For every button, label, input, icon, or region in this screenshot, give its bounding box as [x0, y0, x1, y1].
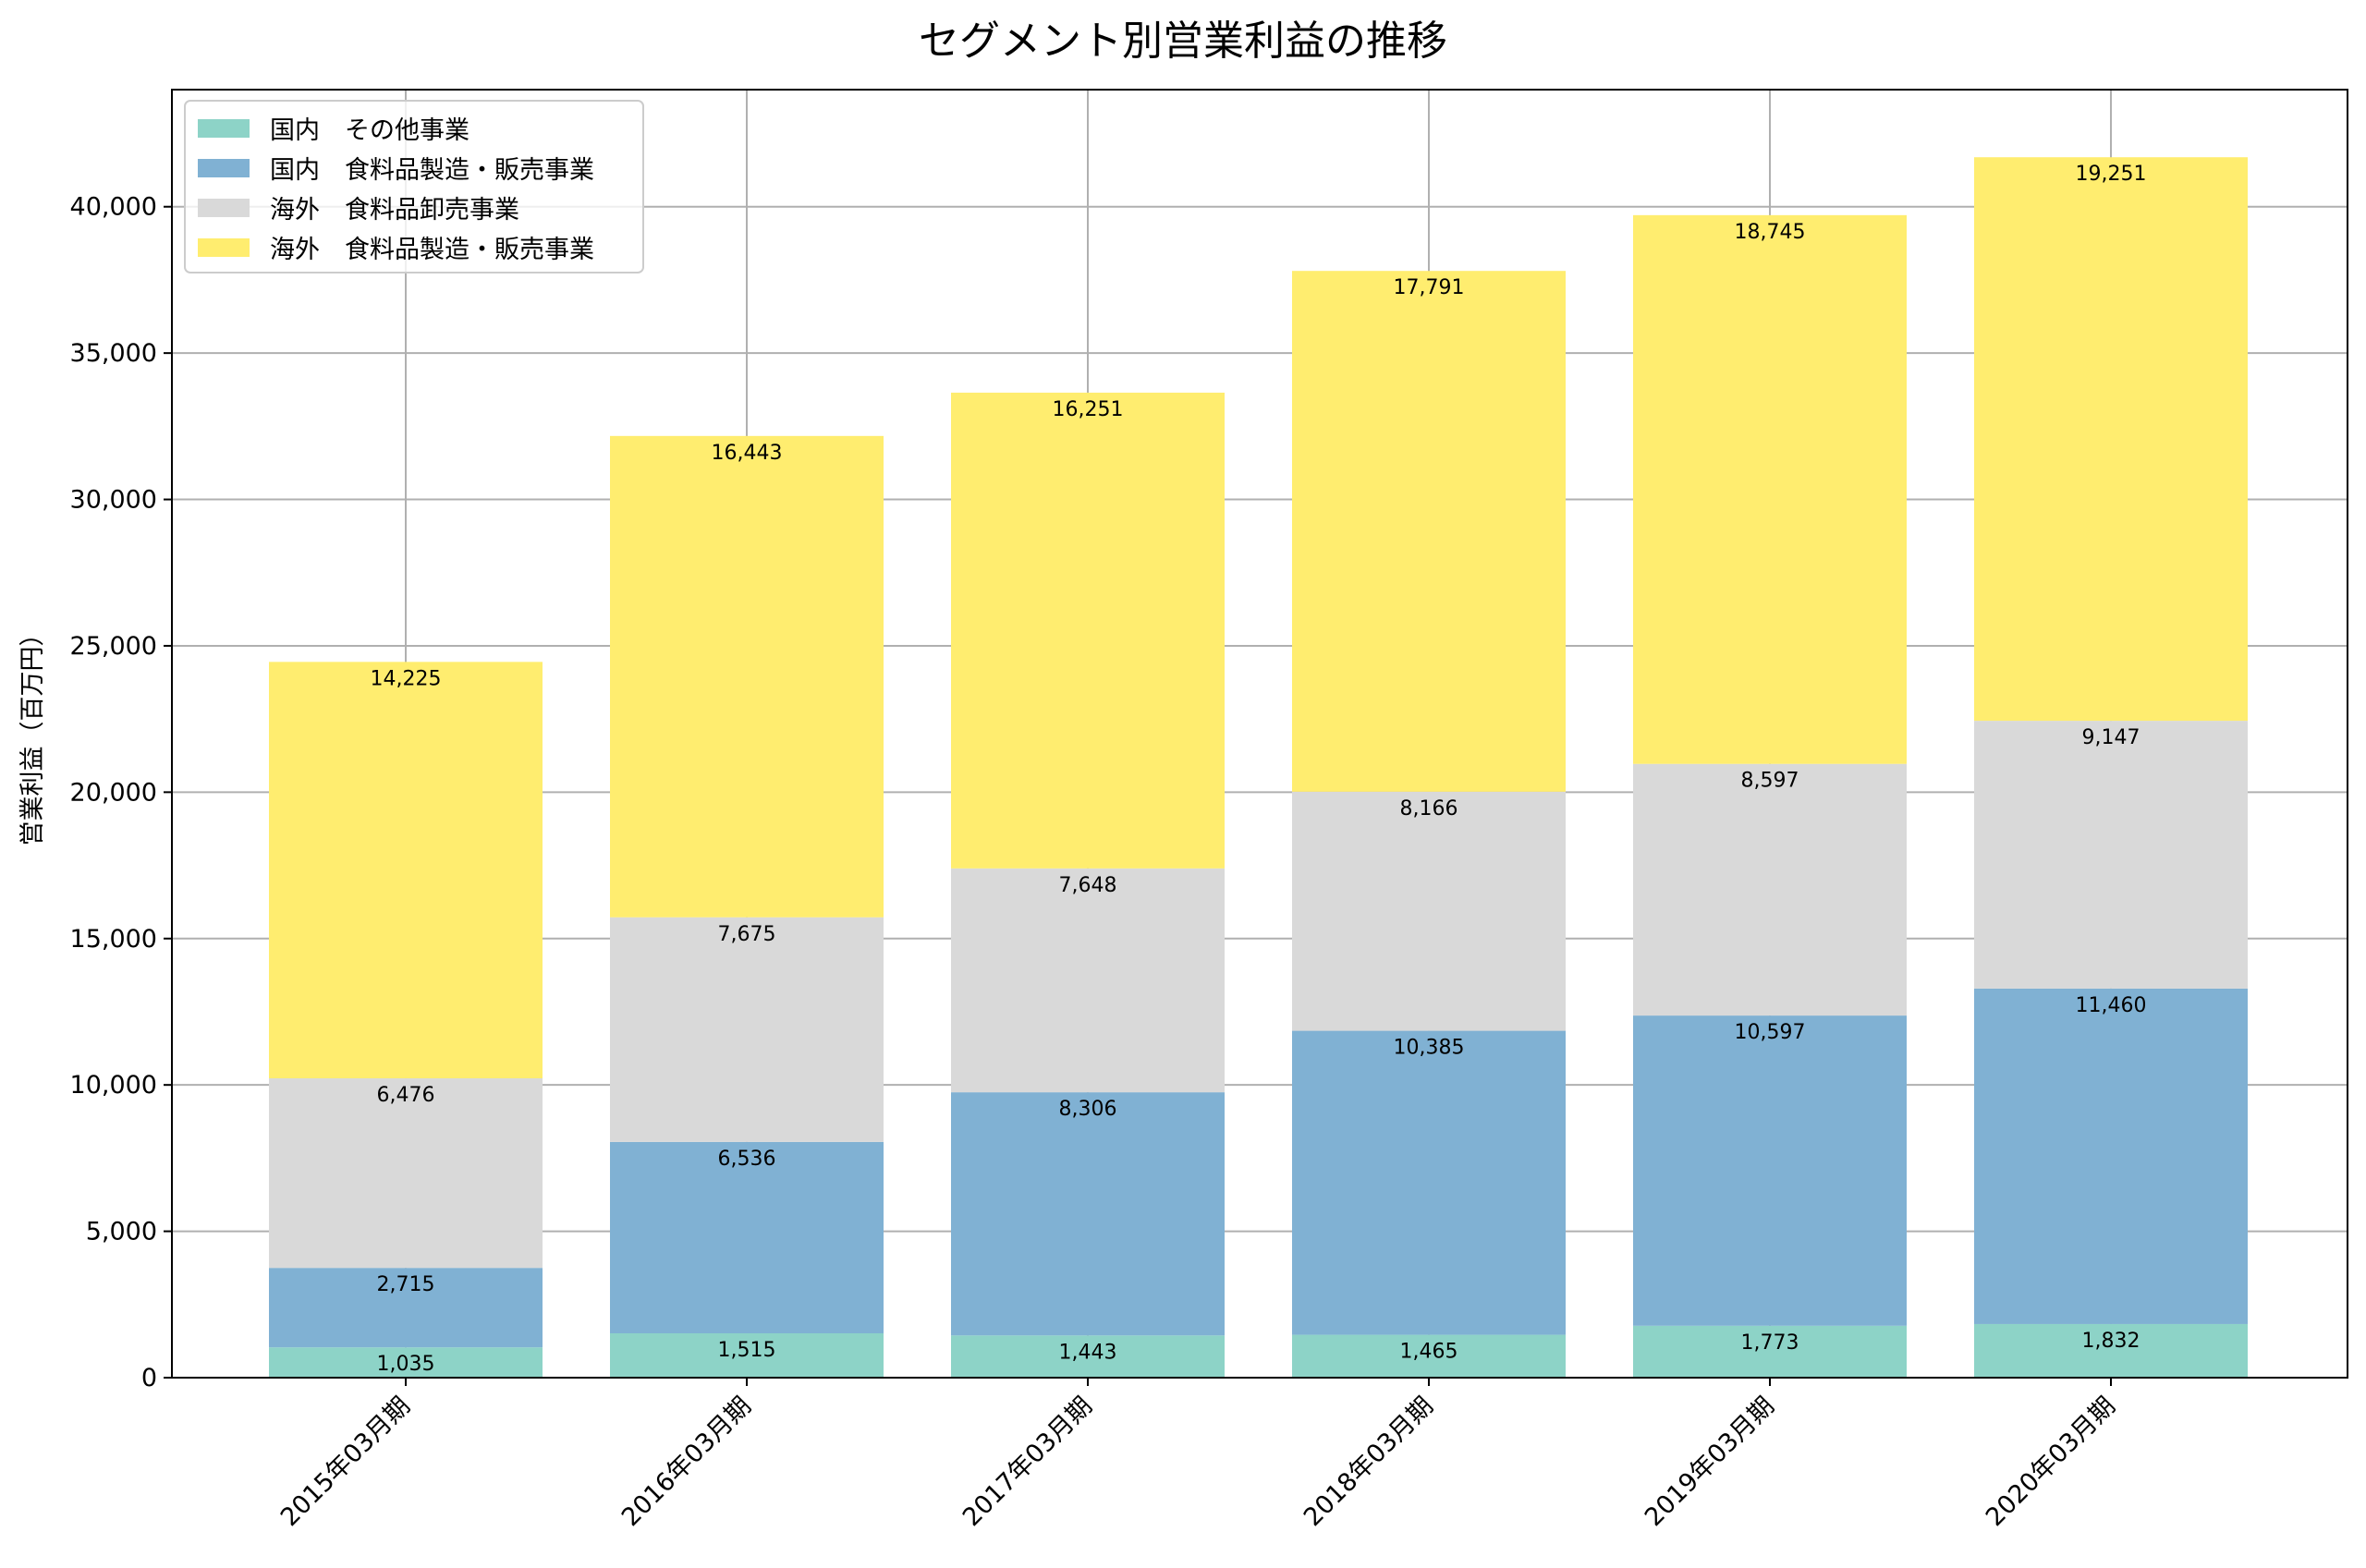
- data-label: 1,832: [2082, 1330, 2140, 1353]
- x-tick-label: 2019年03月期: [1640, 1392, 1780, 1532]
- bar-segment: [1633, 214, 1907, 764]
- bar-segment: [951, 868, 1225, 1093]
- bar-segment: [1292, 791, 1566, 1031]
- y-tick-label: 40,000: [70, 193, 157, 222]
- data-label: 8,166: [1400, 797, 1458, 820]
- data-label: 8,597: [1741, 770, 1799, 793]
- bar-segment: [1974, 1323, 2248, 1378]
- data-labels: 1,035 2,715 6,476 14,225 1,515 6,536 7,675 16,4…: [371, 163, 2147, 1376]
- bar-segment: [610, 1141, 884, 1334]
- bar-segment: [1974, 157, 2248, 722]
- legend-swatch: [198, 119, 250, 138]
- data-label: 8,306: [1059, 1098, 1117, 1121]
- y-tick-label: 35,000: [70, 339, 157, 368]
- bar-segment: [951, 1092, 1225, 1336]
- bar-segment: [1974, 988, 2248, 1324]
- bar-segment: [951, 1335, 1225, 1378]
- bar-segment: [269, 662, 543, 1079]
- x-axis: 2015年03月期 2016年03月期 2017年03月期 2018年03月期 2019…: [275, 1378, 2121, 1532]
- data-label: 7,648: [1059, 874, 1117, 897]
- data-label: 7,675: [718, 923, 776, 946]
- data-label: 1,443: [1059, 1341, 1117, 1364]
- bars: [269, 157, 2248, 1378]
- plot-frame: [171, 89, 2348, 1379]
- legend-box: [184, 100, 644, 273]
- bar-segment: [269, 1347, 543, 1378]
- data-label: 6,476: [377, 1084, 435, 1107]
- bar-segment: [1633, 1015, 1907, 1326]
- data-label: 1,035: [377, 1353, 435, 1376]
- data-label: 1,773: [1741, 1331, 1799, 1355]
- y-tick-label: 0: [141, 1364, 157, 1392]
- y-tick-label: 10,000: [70, 1071, 157, 1100]
- y-tick-label: 15,000: [70, 925, 157, 954]
- data-label: 18,745: [1735, 221, 1806, 244]
- bar-segment: [1974, 721, 2248, 989]
- y-axis-label: 営業利益（百万円）: [18, 622, 47, 846]
- x-tick-label: 2020年03月期: [1981, 1392, 2121, 1532]
- x-tick-label: 2017年03月期: [957, 1392, 1098, 1532]
- bar-segment: [1633, 763, 1907, 1016]
- data-label: 11,460: [2076, 994, 2147, 1017]
- bar-segment: [1292, 1334, 1566, 1378]
- bar-segment: [269, 1268, 543, 1348]
- bar-segment: [1292, 1030, 1566, 1335]
- data-label: 10,597: [1735, 1021, 1806, 1044]
- data-label: 19,251: [2076, 163, 2147, 186]
- legend-label: 海外 食料品製造・販売事業: [270, 236, 594, 264]
- y-tick-label: 25,000: [70, 632, 157, 661]
- bar-segment: [1292, 271, 1566, 792]
- x-tick-label: 2018年03月期: [1299, 1392, 1439, 1532]
- chart-title: セグメント別営業利益の推移: [919, 18, 1447, 65]
- legend-label: 国内 食料品製造・販売事業: [270, 156, 594, 185]
- data-label: 16,443: [712, 442, 783, 465]
- data-label: 10,385: [1394, 1037, 1465, 1060]
- bar-segment: [610, 1333, 884, 1378]
- bar-segment: [610, 435, 884, 918]
- data-label: 17,791: [1394, 276, 1465, 299]
- y-tick-label: 20,000: [70, 778, 157, 807]
- bar-segment: [610, 917, 884, 1142]
- data-label: 6,536: [718, 1148, 776, 1171]
- y-axis: 0 5,000 10,000 15,000 20,000 25,000 30,000 35,0…: [70, 193, 172, 1392]
- x-tick-label: 2016年03月期: [616, 1392, 757, 1532]
- y-tick-label: 30,000: [70, 486, 157, 515]
- legend-swatch: [198, 238, 250, 257]
- legend-swatch: [198, 159, 250, 177]
- legend-label: 国内 その他事業: [270, 116, 470, 145]
- bar-segment: [951, 392, 1225, 869]
- bar-segment: [1633, 1325, 1907, 1378]
- data-label: 9,147: [2082, 726, 2140, 749]
- data-label: 14,225: [371, 667, 442, 690]
- data-label: 16,251: [1053, 398, 1124, 421]
- bar-segment: [269, 1078, 543, 1269]
- legend-label: 海外 食料品卸売事業: [270, 196, 519, 225]
- data-label: 1,515: [718, 1339, 776, 1362]
- data-label: 1,465: [1400, 1341, 1458, 1364]
- data-label: 2,715: [377, 1273, 435, 1296]
- legend-swatch: [198, 199, 250, 217]
- y-tick-label: 5,000: [86, 1218, 157, 1246]
- x-tick-label: 2015年03月期: [275, 1392, 416, 1532]
